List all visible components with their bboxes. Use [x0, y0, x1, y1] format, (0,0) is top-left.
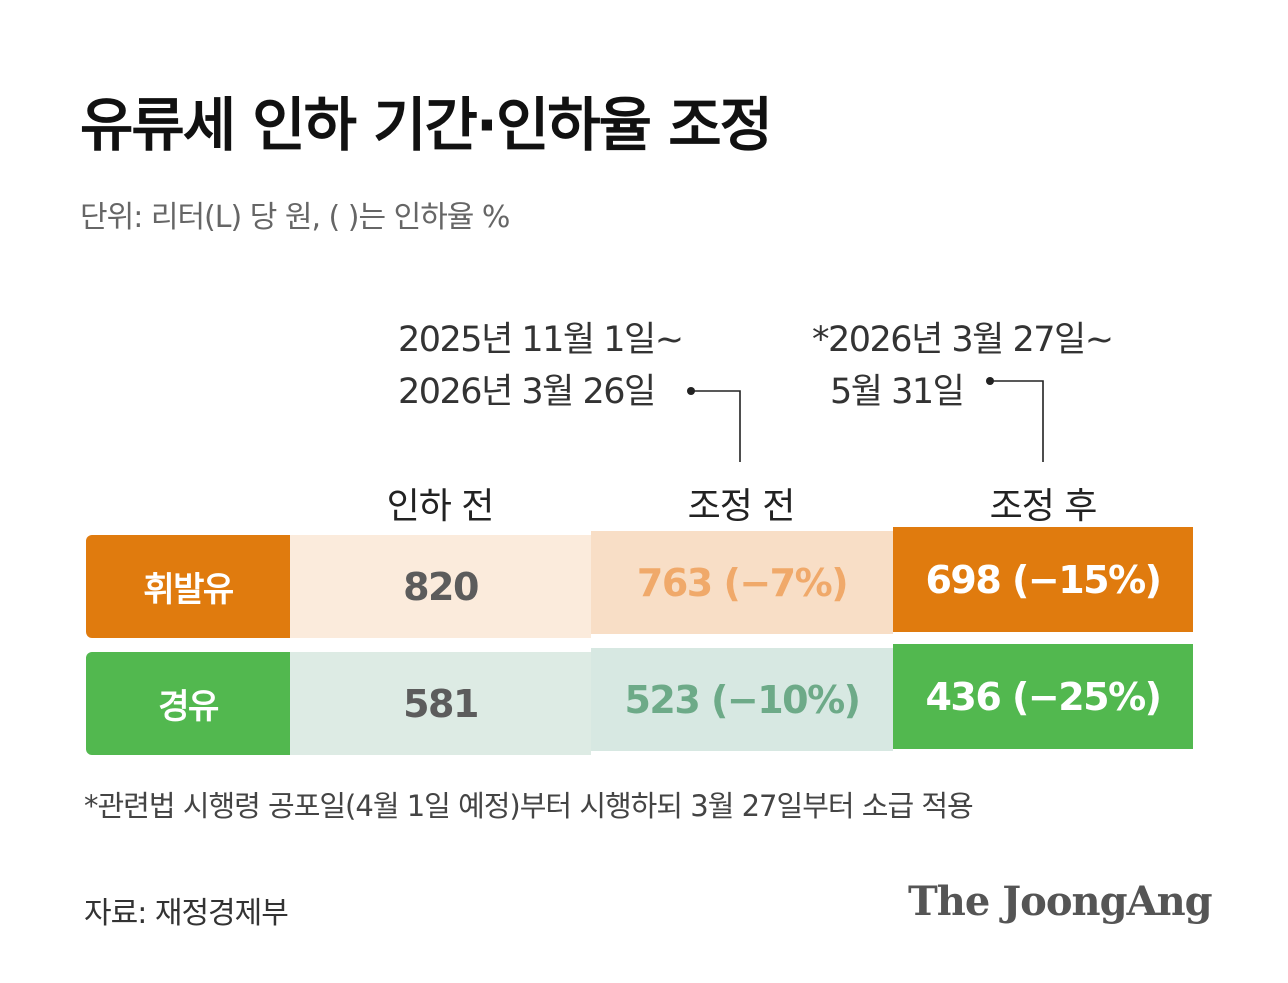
column-header-after-adjust: 조정 후 [989, 486, 1098, 527]
period-before-line2: 2026년 3월 26일 [398, 372, 656, 412]
source-credit: 자료: 재정경제부 [84, 896, 289, 931]
cell-diesel-before-adjust: 523 (−10%) [591, 648, 893, 751]
page-title: 유류세 인하 기간·인하율 조정 [80, 91, 773, 159]
unit-subtitle: 단위: 리터(L) 당 원, ( )는 인하율 % [80, 200, 510, 235]
cell-gasoline-before-adjust: 763 (−7%) [591, 531, 893, 634]
period-before-adjust: 2025년 11월 1일~ 2026년 3월 26일 [398, 314, 684, 418]
brand-logo: The JoongAng [908, 878, 1213, 925]
connector-line-before [691, 390, 741, 462]
period-after-line2: 5월 31일 [830, 372, 965, 412]
column-header-before-cut: 인하 전 [386, 486, 495, 527]
cell-gasoline-before-cut: 820 [290, 535, 591, 638]
connector-line-after [990, 380, 1044, 462]
cell-gasoline-after-adjust: 698 (−15%) [893, 527, 1193, 632]
cell-diesel-after-adjust: 436 (−25%) [893, 644, 1193, 749]
row-label-diesel: 경유 [86, 652, 290, 755]
period-after-line1: *2026년 3월 27일~ [812, 320, 1114, 360]
footnote: *관련법 시행령 공포일(4월 1일 예정)부터 시행하되 3월 27일부터 소… [84, 789, 974, 823]
row-label-gasoline: 휘발유 [86, 535, 290, 638]
cell-diesel-before-cut: 581 [290, 652, 591, 755]
period-after-adjust: *2026년 3월 27일~ 5월 31일 [812, 314, 1114, 418]
column-header-before-adjust: 조정 전 [687, 486, 796, 527]
period-before-line1: 2025년 11월 1일~ [398, 320, 684, 360]
